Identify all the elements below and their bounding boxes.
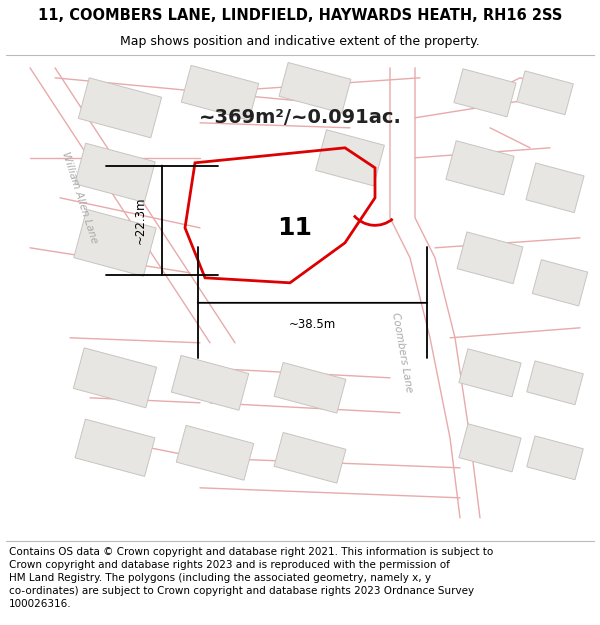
Polygon shape [75,419,155,476]
Polygon shape [526,163,584,212]
Polygon shape [73,348,157,408]
Text: 11: 11 [277,216,313,240]
Polygon shape [176,426,254,480]
Polygon shape [316,130,385,186]
Polygon shape [527,436,583,480]
Polygon shape [274,432,346,483]
Polygon shape [527,361,583,405]
Polygon shape [79,78,161,138]
Text: Coombers Lane: Coombers Lane [390,312,414,394]
Polygon shape [532,260,588,306]
Polygon shape [274,362,346,413]
Text: ~38.5m: ~38.5m [289,318,336,331]
Polygon shape [171,356,249,410]
Text: Contains OS data © Crown copyright and database right 2021. This information is : Contains OS data © Crown copyright and d… [9,548,493,609]
Polygon shape [459,349,521,397]
Polygon shape [446,141,514,195]
Polygon shape [457,232,523,284]
Text: ~369m²/~0.091ac.: ~369m²/~0.091ac. [199,108,401,127]
Polygon shape [74,209,156,276]
Text: ~22.3m: ~22.3m [134,196,147,244]
Polygon shape [279,62,351,113]
Text: Map shows position and indicative extent of the property.: Map shows position and indicative extent… [120,35,480,48]
Polygon shape [517,71,573,115]
Text: William Allen Lane: William Allen Lane [61,151,100,245]
Polygon shape [181,66,259,120]
Polygon shape [454,69,516,117]
Text: 11, COOMBERS LANE, LINDFIELD, HAYWARDS HEATH, RH16 2SS: 11, COOMBERS LANE, LINDFIELD, HAYWARDS H… [38,8,562,23]
Polygon shape [75,143,155,202]
Polygon shape [459,424,521,472]
